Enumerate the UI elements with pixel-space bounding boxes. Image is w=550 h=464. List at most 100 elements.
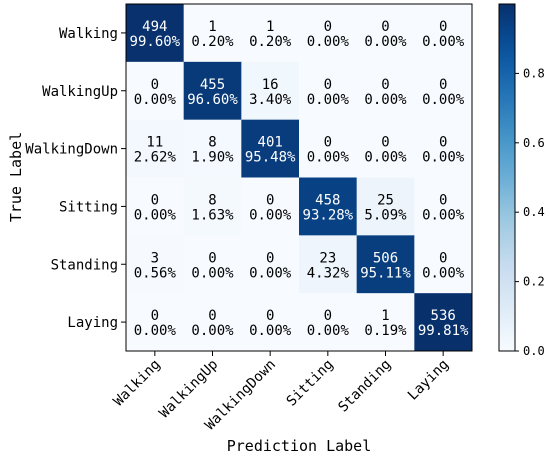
cell-rect [241,119,300,178]
y-tick-label-standing: Standing [51,257,118,273]
cell-percent-label: 0.00% [134,207,177,223]
cell-percent-label: 0.00% [364,150,407,166]
cell-count-label: 3 [151,250,159,266]
cell-count-label: 506 [373,250,398,266]
cell-rect [299,4,358,63]
heatmap-cell: 81.90% [183,119,242,178]
cell-percent-label: 0.00% [307,34,350,50]
cell-percent-label: 0.00% [422,34,465,50]
cell-count-label: 0 [439,192,447,208]
cell-rect [414,4,473,63]
cell-rect [356,293,415,352]
cell-rect [299,293,358,352]
cell-count-label: 0 [324,19,332,35]
heatmap-cell: 00.00% [299,61,358,121]
cell-count-label: 1 [266,19,274,35]
cell-rect [414,235,473,294]
cell-rect [299,177,358,236]
cell-count-label: 0 [324,135,332,151]
cell-count-label: 8 [208,135,216,151]
heatmap-cell: 00.00% [241,293,300,352]
cell-percent-label: 0.00% [422,207,465,223]
cell-count-label: 0 [324,308,332,324]
cell-rect [183,119,242,178]
heatmap-cell: 234.32% [299,235,358,294]
heatmap-cell: 00.00% [183,235,242,294]
cell-rect [356,61,415,121]
y-tick-label-walking: Walking [59,26,118,42]
cell-percent-label: 0.00% [422,92,465,108]
cell-count-label: 0 [151,308,159,324]
cell-count-label: 455 [200,77,225,93]
y-axis-label: True Label [7,132,25,222]
heatmap-cell: 00.00% [241,235,300,294]
cell-count-label: 23 [319,250,336,266]
cell-percent-label: 1.90% [191,150,234,166]
cell-count-label: 0 [381,135,389,151]
cell-rect [241,293,300,352]
cell-rect [183,235,242,294]
y-tick-label-walkingup: WalkingUp [42,84,118,100]
cell-rect [356,4,415,63]
heatmap-cell: 81.63% [183,177,242,236]
cell-percent-label: 1.63% [191,207,234,223]
cell-count-label: 0 [151,77,159,93]
cell-rect [183,293,242,352]
x-tick-label-laying: Laying [405,357,452,404]
cell-count-label: 401 [258,135,283,151]
heatmap-cell: 00.00% [126,177,185,236]
heatmap-cell: 00.00% [414,119,473,178]
cell-rect [414,293,473,352]
cell-percent-label: 0.20% [191,34,234,50]
cell-count-label: 1 [208,19,216,35]
heatmap-cell: 10.20% [183,4,242,63]
cell-count-label: 0 [208,308,216,324]
cell-percent-label: 96.60% [187,92,238,108]
heatmap-cell: 163.40% [241,61,300,121]
cell-rect [299,119,358,178]
cell-rect [126,177,185,236]
colorbar-tick-label: 0.6 [523,136,545,150]
cell-rect [299,61,358,121]
cell-count-label: 0 [439,19,447,35]
heatmap-cell: 00.00% [241,177,300,236]
heatmap-cell: 112.62% [126,119,185,178]
cell-rect [241,61,300,121]
cell-percent-label: 0.00% [364,34,407,50]
heatmap-cell: 00.00% [183,293,242,352]
heatmap-cell: 00.00% [414,4,473,63]
cell-percent-label: 95.48% [245,150,296,166]
x-tick-label-walking: Walking [111,357,164,410]
colorbar-tick-label: 0.8 [523,66,545,80]
heatmap-cell: 00.00% [414,235,473,294]
y-tick-label-sitting: Sitting [59,199,118,215]
cell-rect [126,119,185,178]
heatmap-cell: 00.00% [356,61,415,121]
cell-percent-label: 0.00% [422,150,465,166]
cell-rect [414,177,473,236]
heatmap-cell: 00.00% [126,61,185,121]
heatmap-cell: 00.00% [356,4,415,63]
cell-percent-label: 0.00% [307,150,350,166]
cell-percent-label: 0.00% [249,207,292,223]
heatmap-cell: 00.00% [414,61,473,121]
cell-count-label: 8 [208,192,216,208]
cell-rect [183,4,242,63]
cell-rect [126,61,185,121]
cell-percent-label: 0.00% [307,92,350,108]
heatmap-cell: 00.00% [299,4,358,63]
cell-count-label: 0 [208,250,216,266]
heatmap-cell: 00.00% [126,293,185,352]
cell-percent-label: 4.32% [307,265,350,281]
cell-rect [241,235,300,294]
heatmap-cell: 255.09% [356,177,415,236]
plot-border [125,3,473,352]
cell-rect [126,235,185,294]
x-axis-label: Prediction Label [227,437,372,455]
colorbar-tick-label: 0.0 [523,344,545,358]
